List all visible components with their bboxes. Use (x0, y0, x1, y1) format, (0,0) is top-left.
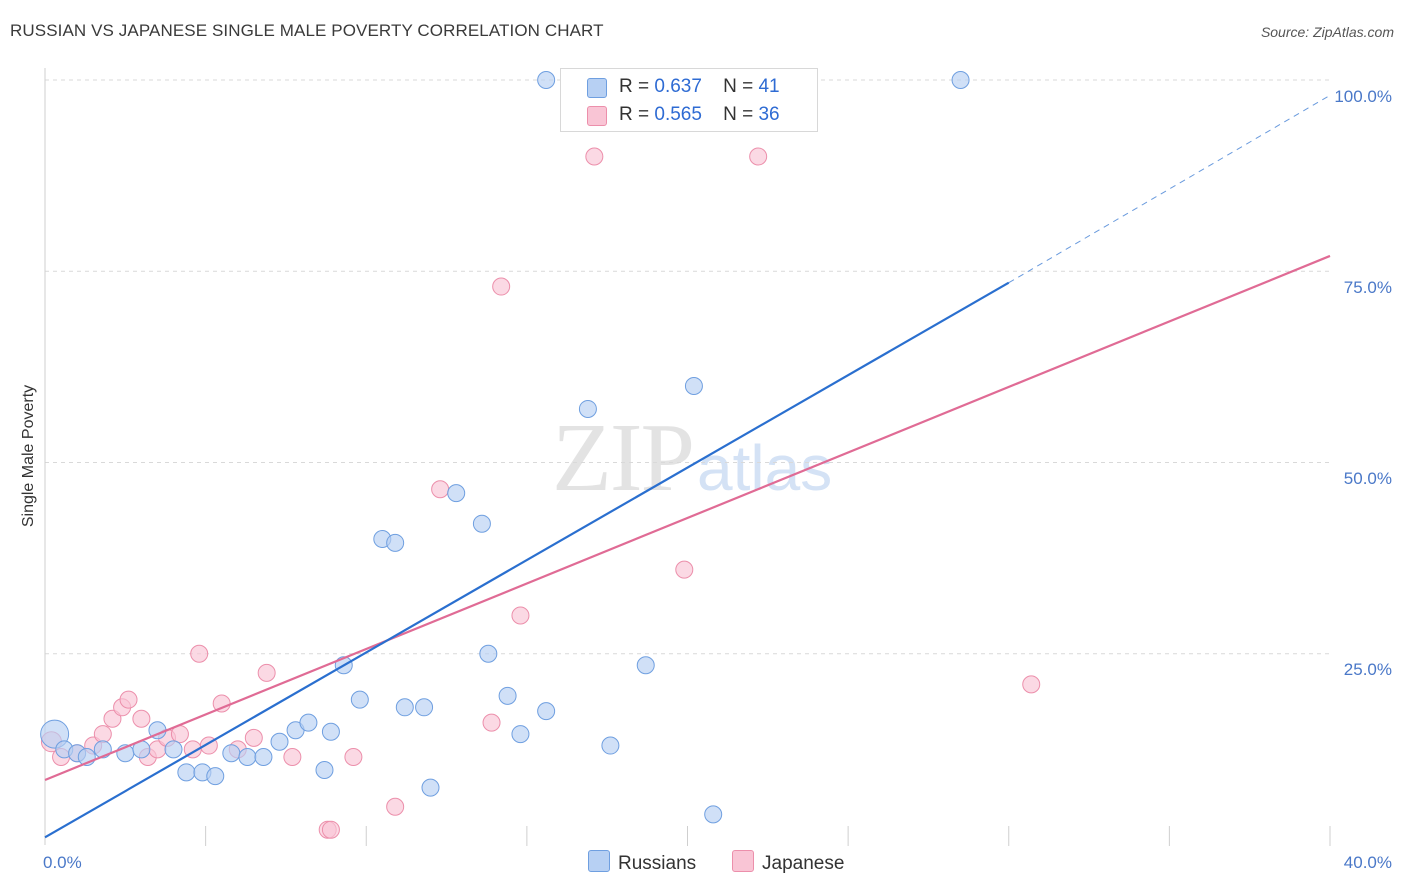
russians-point (636, 656, 655, 675)
russians-point (164, 740, 183, 759)
russians-point (415, 698, 434, 717)
y-tick-label-100: 100.0% (1334, 87, 1392, 106)
russians-point (177, 763, 196, 782)
legend-item-russians[interactable]: Russians (588, 850, 696, 875)
japanese-point (1022, 675, 1041, 694)
russians-point (238, 748, 257, 767)
japanese-point (585, 147, 604, 166)
russians-point (684, 377, 703, 395)
russians-point (270, 732, 289, 751)
russians-point (704, 805, 723, 824)
y-tick-label-25: 25.0% (1343, 660, 1392, 679)
japanese-trend-line (44, 254, 1331, 781)
russians-point (601, 736, 620, 755)
russians-point (321, 722, 340, 741)
russians-point (254, 748, 273, 767)
n-value-russians: 41 (758, 76, 780, 97)
russians-point (479, 644, 498, 663)
russians-point (578, 399, 597, 418)
russians-point (447, 484, 466, 503)
legend-label-japanese: Japanese (762, 853, 845, 874)
japanese-point (321, 820, 340, 839)
russians-point (299, 713, 318, 732)
n-label: N = (723, 104, 754, 125)
russians-point (537, 702, 556, 721)
r-label: R = (619, 104, 650, 125)
japanese-legend-swatch (732, 850, 754, 872)
japanese-point (93, 725, 112, 744)
japanese-point (257, 663, 276, 682)
russians-point (951, 71, 970, 89)
russians-point (206, 767, 225, 786)
y-tick-label-75: 75.0% (1343, 278, 1392, 297)
russians-point (395, 698, 414, 717)
japanese-point (190, 644, 209, 663)
japanese-point (749, 147, 768, 166)
japanese-point (675, 560, 694, 579)
russians-trend-extension (1008, 94, 1331, 284)
r-value-russians: 0.637 (654, 76, 702, 97)
source-credit: Source: ZipAtlas.com (1260, 24, 1394, 40)
y-tick-label-50: 50.0% (1343, 469, 1392, 488)
r-label: R = (619, 76, 650, 97)
japanese-point (244, 728, 263, 747)
russians-point (350, 690, 369, 709)
japanese-point (103, 709, 122, 728)
russians-point (472, 514, 491, 533)
japanese-point (511, 606, 530, 625)
russians-legend-swatch (588, 850, 610, 872)
stats-legend: R = 0.637 N = 41 R = 0.565 N = 36 (560, 68, 818, 132)
japanese-point (492, 277, 511, 296)
russians-point (315, 761, 334, 780)
watermark-zip: ZIP (552, 404, 695, 512)
japanese-point (119, 690, 138, 709)
n-label: N = (723, 76, 754, 97)
russians-point (222, 744, 241, 763)
russians-point (386, 533, 405, 552)
japanese-point (344, 748, 363, 767)
legend-item-japanese[interactable]: Japanese (732, 850, 844, 875)
russians-point (421, 778, 440, 797)
chart-title: RUSSIAN VS JAPANESE SINGLE MALE POVERTY … (10, 21, 604, 40)
japanese-point (431, 480, 450, 499)
russians-point (498, 686, 517, 705)
r-value-japanese: 0.565 (654, 104, 702, 125)
x-tick-label-min: 0.0% (43, 853, 82, 872)
japanese-point (132, 709, 151, 728)
russians-swatch (587, 78, 607, 98)
japanese-point (283, 748, 302, 767)
russians-point (537, 71, 556, 89)
x-tick-label-max: 40.0% (1343, 853, 1392, 872)
n-value-japanese: 36 (758, 104, 780, 125)
legend-label-russians: Russians (618, 853, 697, 874)
japanese-swatch (587, 106, 607, 126)
japanese-point (482, 713, 501, 732)
japanese-point (386, 797, 405, 816)
russians-trend-line (44, 281, 1010, 839)
russians-point (511, 725, 530, 744)
